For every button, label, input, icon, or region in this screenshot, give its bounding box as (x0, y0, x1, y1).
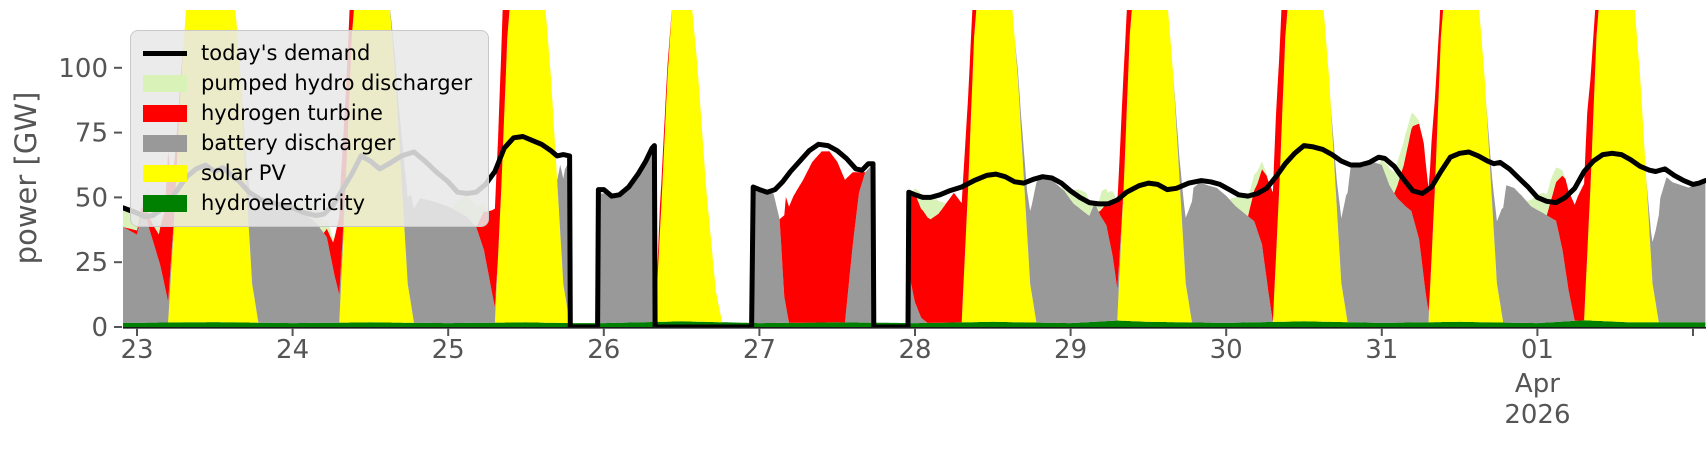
legend-label: hydrogen turbine (201, 101, 383, 125)
x-axis-month-label: Apr (1515, 369, 1560, 399)
x-axis-year-label: 2026 (1504, 400, 1570, 430)
x-tick-label: 24 (276, 335, 309, 365)
x-tick-label: 23 (120, 335, 153, 365)
y-tick-label: 0 (91, 313, 108, 343)
x-tick-label: 25 (432, 335, 465, 365)
y-axis-label: power [GW] (9, 92, 43, 265)
y-tick-label: 75 (75, 119, 108, 149)
area-battery-discharger (123, 10, 1706, 324)
x-tick-label: 01 (1521, 335, 1554, 365)
area-solar-PV (123, 10, 1706, 324)
legend-swatch-battery-discharger (143, 135, 187, 152)
legend-item: solar PV (143, 161, 472, 186)
legend-item: pumped hydro discharger (143, 71, 472, 96)
legend-swatch-today-s-demand (143, 51, 187, 56)
legend-label: solar PV (201, 161, 286, 185)
y-tick-label: 50 (75, 183, 108, 213)
legend-item: hydrogen turbine (143, 101, 472, 126)
legend-swatch-pumped-hydro-discharger (143, 75, 187, 92)
legend-label: today's demand (201, 41, 371, 65)
stacked-areas (123, 10, 1706, 327)
legend-label: battery discharger (201, 131, 396, 155)
legend-item: battery discharger (143, 131, 472, 156)
x-tick-label: 30 (1210, 335, 1243, 365)
y-tick-label: 25 (75, 248, 108, 278)
legend-item: hydroelectricity (143, 191, 472, 216)
x-tick-label: 26 (587, 335, 620, 365)
legend-label: hydroelectricity (201, 191, 366, 215)
x-tick-label: 28 (898, 335, 931, 365)
x-tick-label: 27 (743, 335, 776, 365)
legend-swatch-solar-pv (143, 165, 187, 182)
x-tick-label: 31 (1365, 335, 1398, 365)
area-hydroelectricity (123, 320, 1706, 327)
area-hydrogen-turbine (123, 10, 1706, 324)
y-tick-label: 100 (58, 54, 108, 84)
legend-swatch-hydroelectricity (143, 195, 187, 212)
legend-item: today's demand (143, 41, 472, 66)
legend: today's demand pumped hydro discharger hyd… (130, 30, 490, 227)
x-tick-label: 29 (1054, 335, 1087, 365)
y-axis: 0 25 50 75 100 (58, 54, 122, 343)
legend-label: pumped hydro discharger (201, 71, 473, 95)
legend-swatch-hydrogen-turbine (143, 105, 187, 122)
